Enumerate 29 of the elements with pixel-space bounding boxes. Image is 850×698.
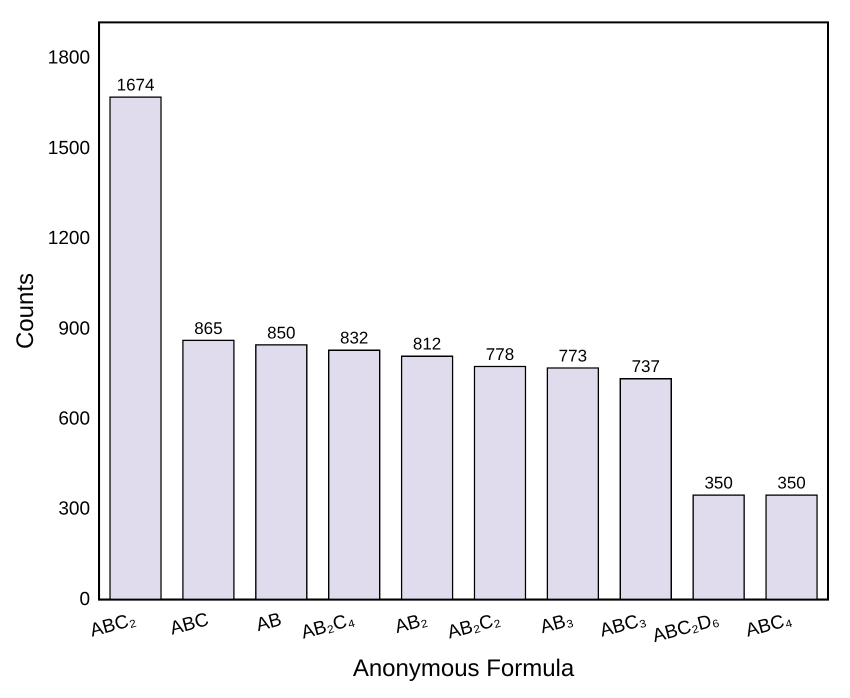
- x-tick-label: ABC₂: [88, 609, 138, 642]
- data-label: 773: [558, 346, 588, 366]
- data-label: 850: [267, 323, 296, 342]
- y-tick-label: 1200: [48, 228, 90, 250]
- y-tick-label: 900: [58, 318, 90, 340]
- y-tick-label: 300: [58, 498, 90, 520]
- x-tick-label: AB₂C₄: [299, 609, 358, 644]
- y-tick-label: 0: [79, 588, 90, 610]
- data-label: 865: [194, 318, 223, 338]
- x-tick-label: ABC₃: [598, 609, 648, 642]
- x-tick-label: AB₃: [538, 609, 576, 638]
- data-label: 812: [412, 334, 442, 354]
- x-tick-label: ABC: [168, 609, 212, 640]
- x-axis-title: Anonymous Formula: [352, 655, 575, 682]
- x-tick-label: AB₂: [392, 609, 430, 638]
- data-label: 350: [777, 474, 806, 493]
- y-axis-title: Counts: [12, 272, 40, 350]
- x-tick-label: AB: [254, 609, 284, 636]
- x-tick-label: ABC₄: [744, 609, 794, 642]
- data-label: 350: [704, 474, 733, 493]
- y-tick-label: 600: [58, 408, 90, 430]
- data-label: 778: [486, 344, 514, 364]
- y-tick-label: 1800: [48, 48, 90, 69]
- x-tick-label: AB₂C₂: [445, 609, 503, 644]
- x-tick-label: ABC₂D₆: [650, 609, 722, 648]
- data-label: 737: [632, 357, 660, 376]
- y-tick-label: 1500: [48, 138, 90, 159]
- data-label: 832: [340, 328, 368, 348]
- data-label: 1674: [116, 76, 154, 95]
